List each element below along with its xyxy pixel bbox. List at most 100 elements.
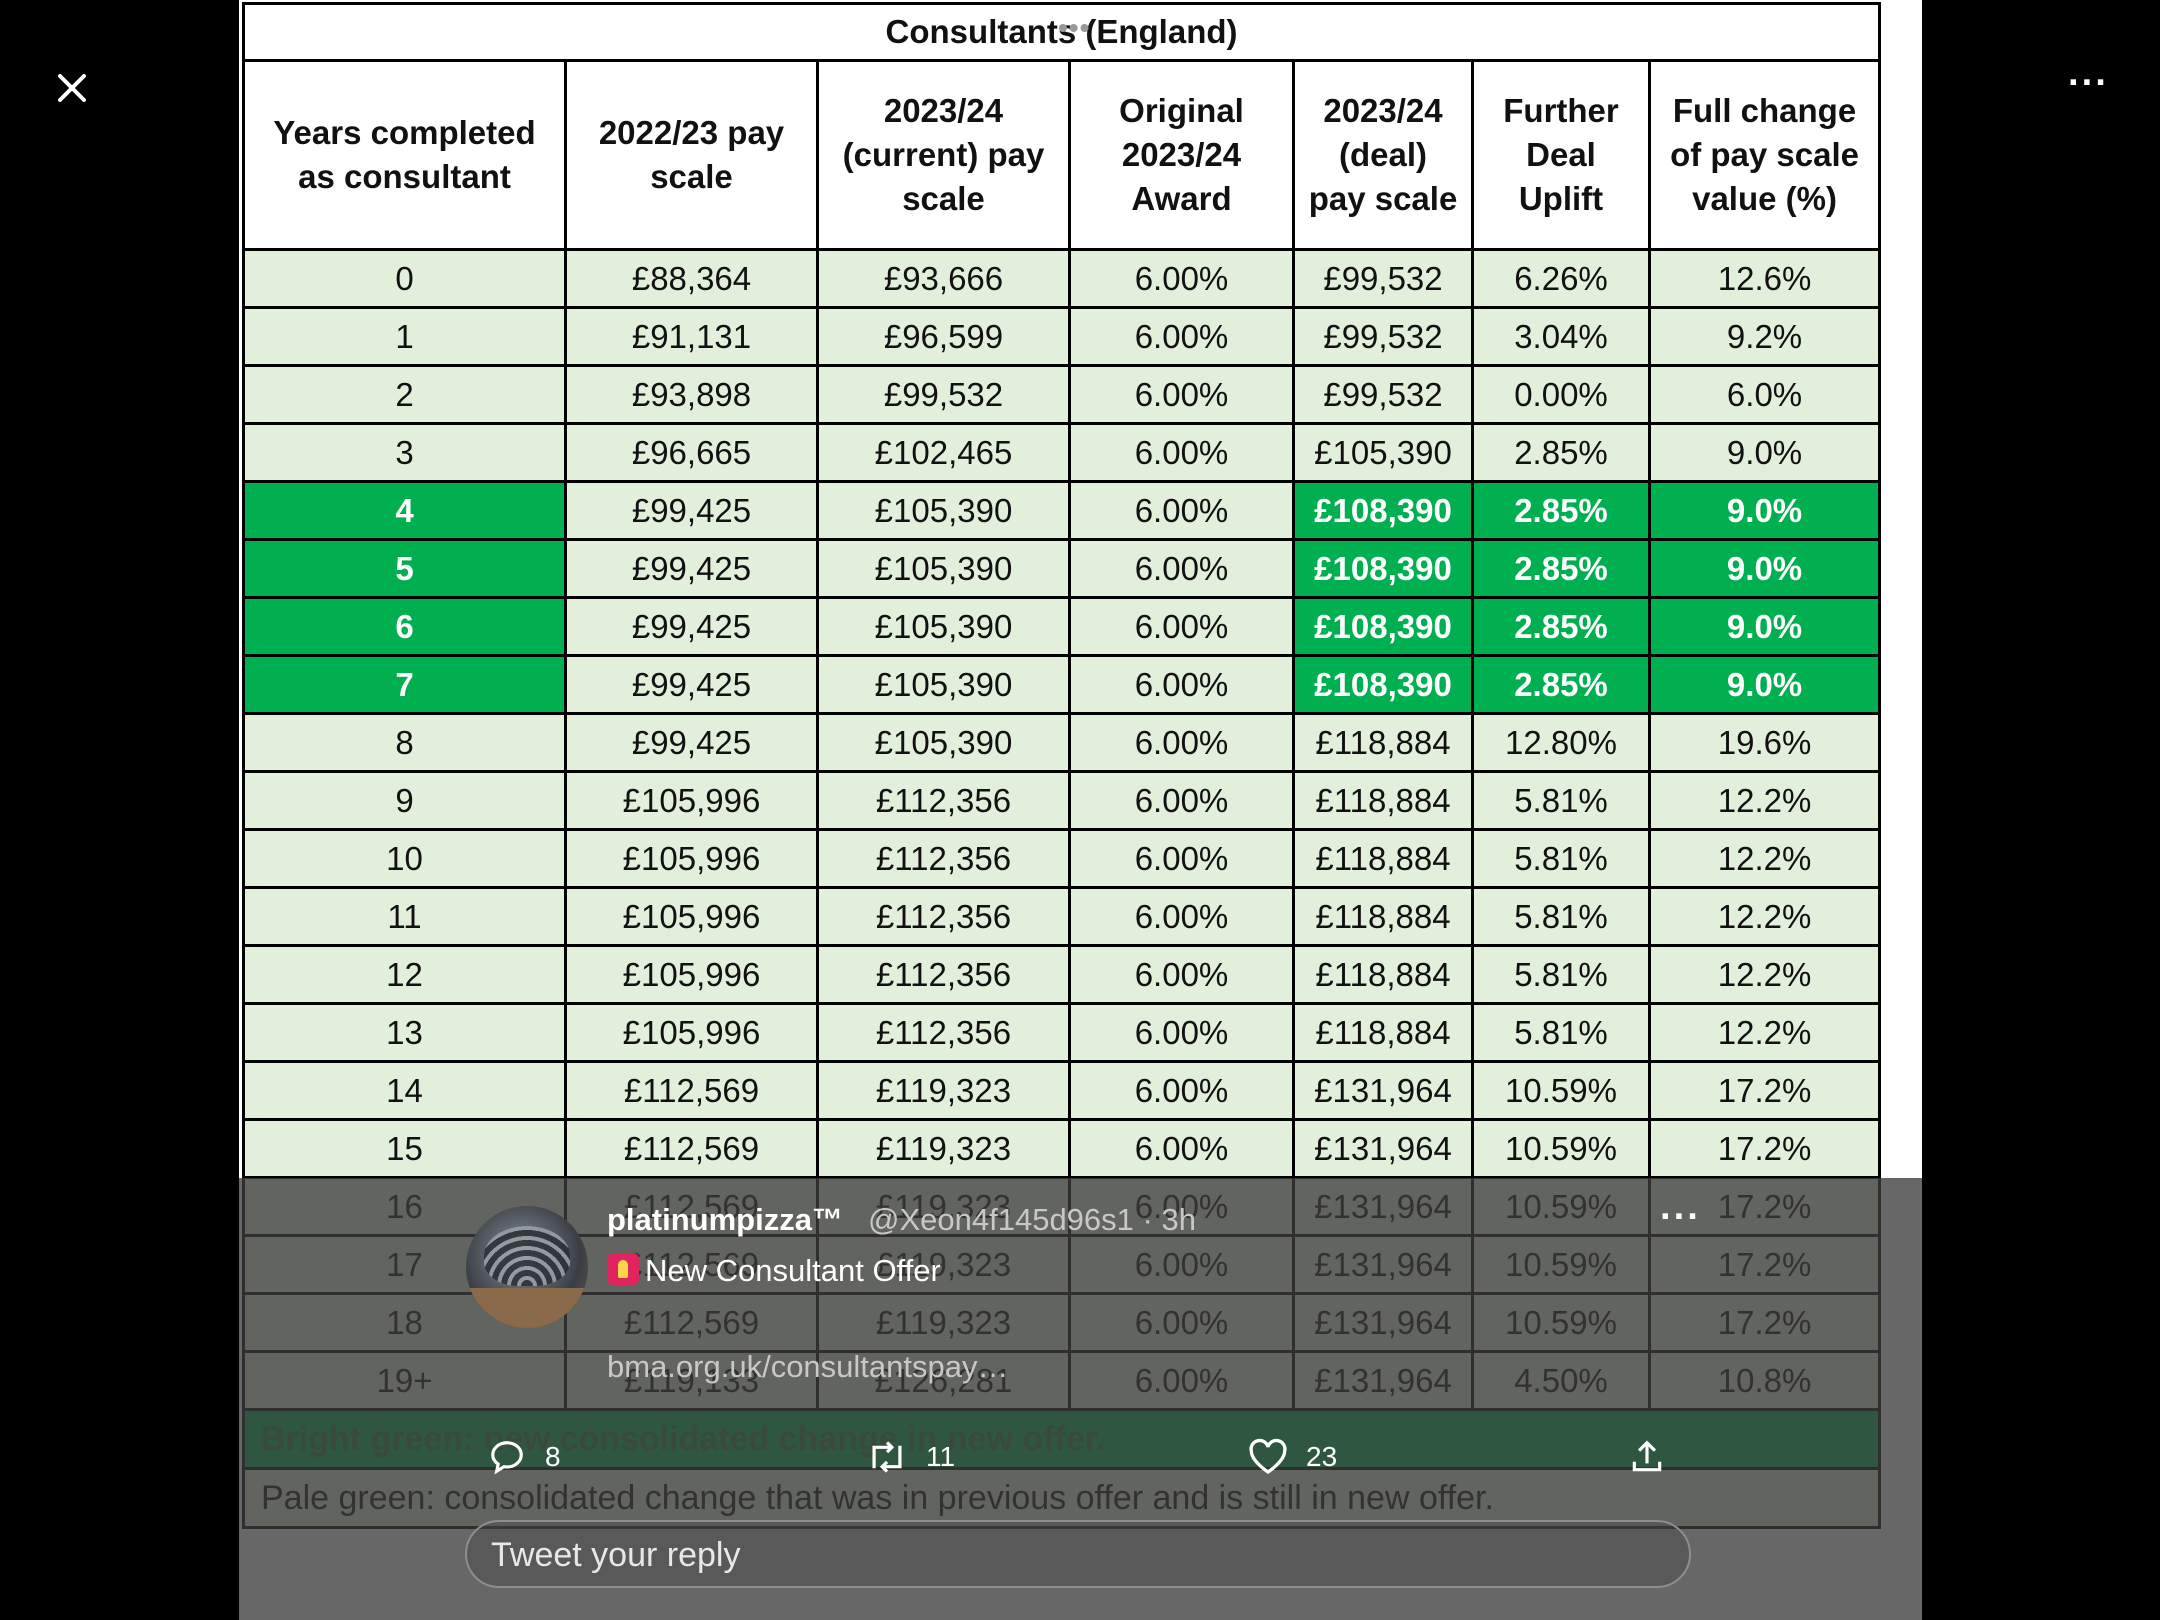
table-cell: £99,425 bbox=[564, 538, 819, 599]
header-row: Years completed as consultant 2022/23 pay s… bbox=[242, 59, 1882, 251]
table-cell: £118,884 bbox=[1292, 712, 1474, 773]
avatar[interactable] bbox=[466, 1206, 588, 1328]
table-cell: £105,390 bbox=[816, 538, 1071, 599]
table-cell: 6.00% bbox=[1068, 248, 1295, 309]
table-cell: 1 bbox=[242, 306, 567, 367]
table-cell: 6.0% bbox=[1647, 364, 1882, 425]
column-header: Original 2023/24 Award bbox=[1068, 59, 1295, 251]
reply-placeholder: Tweet your reply bbox=[491, 1536, 741, 1574]
table-cell: 6.00% bbox=[1068, 480, 1295, 541]
table-cell: £119,323 bbox=[816, 1118, 1071, 1179]
table-cell: 15 bbox=[242, 1118, 567, 1179]
table-cell: 12.6% bbox=[1647, 248, 1882, 309]
tweet-body-text: New Consultant Offer bbox=[645, 1253, 941, 1288]
table-cell: £105,390 bbox=[816, 654, 1071, 715]
column-header: 2023/24 (deal) pay scale bbox=[1292, 59, 1474, 251]
table-cell: £105,996 bbox=[564, 886, 819, 947]
tweet-link[interactable]: bma.org.uk/consultantspay… bbox=[607, 1349, 1009, 1384]
table-cell: 9.0% bbox=[1647, 480, 1882, 541]
reply-icon bbox=[491, 1441, 523, 1475]
table-cell: £96,599 bbox=[816, 306, 1071, 367]
table-row: 11 £105,996 £112,356 6.00% £118,884 5.81% 12.2… bbox=[242, 886, 1882, 947]
table-row: 0 £88,364 £93,666 6.00% £99,532 6.26% 12.6% bbox=[242, 248, 1882, 309]
column-header-line: Years completed bbox=[273, 114, 536, 151]
share-button[interactable] bbox=[1628, 1438, 1666, 1476]
table-cell: 6.00% bbox=[1068, 538, 1295, 599]
table-cell: 7 bbox=[242, 654, 567, 715]
column-header-line: value (%) bbox=[1692, 180, 1837, 217]
table-cell: 3 bbox=[242, 422, 567, 483]
table-cell: 11 bbox=[242, 886, 567, 947]
table-cell: £112,356 bbox=[816, 770, 1071, 831]
table-row: 10 £105,996 £112,356 6.00% £118,884 5.81% 12.2… bbox=[242, 828, 1882, 889]
table-cell: 5.81% bbox=[1471, 828, 1651, 889]
table-cell: 12 bbox=[242, 944, 567, 1005]
table-cell: 6.00% bbox=[1068, 654, 1295, 715]
table-cell: £112,356 bbox=[816, 828, 1071, 889]
table-cell: 6.00% bbox=[1068, 944, 1295, 1005]
table-cell: 4 bbox=[242, 480, 567, 541]
table-cell: £99,425 bbox=[564, 480, 819, 541]
table-cell: 6.26% bbox=[1471, 248, 1651, 309]
close-icon[interactable] bbox=[52, 68, 92, 108]
table-cell: £105,390 bbox=[816, 712, 1071, 773]
table-cell: 6.00% bbox=[1068, 364, 1295, 425]
column-header-line: Uplift bbox=[1518, 180, 1604, 217]
table-cell: £131,964 bbox=[1292, 1118, 1474, 1179]
table-cell: 2.85% bbox=[1471, 480, 1651, 541]
table-cell: £108,390 bbox=[1292, 596, 1474, 657]
column-header-line: 2022/23 pay bbox=[598, 114, 785, 151]
tweet-handle-time: @Xeon4f145d96s1 · 3h bbox=[868, 1202, 1196, 1237]
table-cell: 6.00% bbox=[1068, 770, 1295, 831]
drag-handle-icon[interactable]: ••• bbox=[1058, 12, 1091, 43]
table-cell: 9.2% bbox=[1647, 306, 1882, 367]
table-cell: 12.2% bbox=[1647, 944, 1882, 1005]
more-options-icon[interactable]: ··· bbox=[2068, 62, 2109, 104]
retweet-icon bbox=[872, 1441, 902, 1473]
table-cell: 10.59% bbox=[1471, 1060, 1651, 1121]
table-cell: £105,996 bbox=[564, 828, 819, 889]
table-cell: 14 bbox=[242, 1060, 567, 1121]
table-cell: 0.00% bbox=[1471, 364, 1651, 425]
table-cell: 6.00% bbox=[1068, 1118, 1295, 1179]
table-cell: £112,356 bbox=[816, 944, 1071, 1005]
table-cell: £105,996 bbox=[564, 1002, 819, 1063]
table-cell: £108,390 bbox=[1292, 538, 1474, 599]
reply-button[interactable]: 8 bbox=[487, 1438, 561, 1476]
table-cell: £118,884 bbox=[1292, 944, 1474, 1005]
table-title: Consultants (England) bbox=[241, 2, 1882, 62]
column-header-line: Award bbox=[1131, 180, 1232, 217]
table-cell: 9.0% bbox=[1647, 538, 1882, 599]
table-cell: 9 bbox=[242, 770, 567, 831]
table-cell: 5.81% bbox=[1471, 1002, 1651, 1063]
table-cell: 12.2% bbox=[1647, 828, 1882, 889]
like-button[interactable]: 23 bbox=[1248, 1438, 1337, 1476]
column-header-line: 2023/24 bbox=[883, 92, 1004, 129]
table-cell: 6.00% bbox=[1068, 1002, 1295, 1063]
table-cell: 2.85% bbox=[1471, 422, 1651, 483]
column-header-line: Full change bbox=[1672, 92, 1857, 129]
table-row: 3 £96,665 £102,465 6.00% £105,390 2.85% 9.0% bbox=[242, 422, 1882, 483]
table-cell: £93,898 bbox=[564, 364, 819, 425]
table-cell: 10.59% bbox=[1471, 1118, 1651, 1179]
retweet-button[interactable]: 11 bbox=[866, 1438, 955, 1476]
table-cell: 10 bbox=[242, 828, 567, 889]
table-cell: 6 bbox=[242, 596, 567, 657]
column-header-line: Deal bbox=[1526, 136, 1596, 173]
column-header-line: as consultant bbox=[298, 158, 511, 195]
retweet-count: 11 bbox=[926, 1441, 956, 1472]
table-cell: 5.81% bbox=[1471, 770, 1651, 831]
tweet-more-icon[interactable]: ··· bbox=[1660, 1196, 1701, 1238]
table-cell: £91,131 bbox=[564, 306, 819, 367]
table-cell: 6.00% bbox=[1068, 596, 1295, 657]
table-cell: 5.81% bbox=[1471, 944, 1651, 1005]
table-row: 14 £112,569 £119,323 6.00% £131,964 10.59% 17.… bbox=[242, 1060, 1882, 1121]
table-cell: £118,884 bbox=[1292, 828, 1474, 889]
tweet-body: New Consultant Offer bbox=[607, 1253, 941, 1289]
table-cell: £108,390 bbox=[1292, 654, 1474, 715]
table-cell: 12.80% bbox=[1471, 712, 1651, 773]
column-header-line: Further bbox=[1503, 92, 1619, 129]
table-row: 12 £105,996 £112,356 6.00% £118,884 5.81% 12.2… bbox=[242, 944, 1882, 1005]
tweet-display-name[interactable]: platinumpizza™ bbox=[607, 1202, 843, 1237]
reply-input[interactable]: Tweet your reply bbox=[465, 1520, 1691, 1588]
